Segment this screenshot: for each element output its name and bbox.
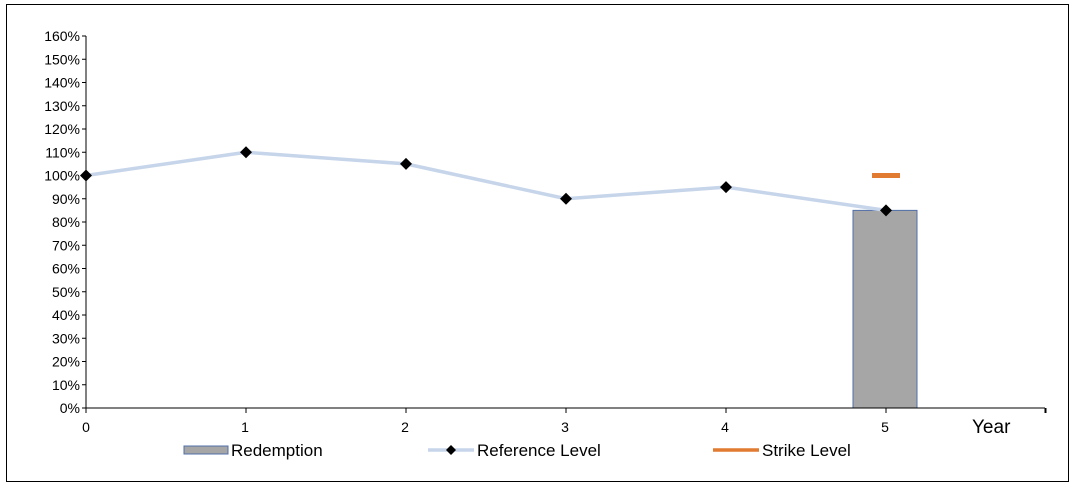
x-tick-label: 5 [881,419,889,435]
y-tick-label: 10% [52,377,80,393]
y-tick-label: 90% [52,191,80,207]
reference-level-point [400,157,412,170]
y-tick-label: 30% [52,330,80,346]
x-tick-label: 0 [82,419,90,435]
y-tick-label: 20% [52,354,80,370]
reference-level-point [240,146,252,159]
y-tick-label: 50% [52,284,80,300]
y-axis-ticks: 0% 10% 20% 30% 40% 50% 60% 70% 80% 90% 100% 110% 120… [44,28,86,416]
y-tick-label: 40% [52,307,80,323]
legend-reference-marker [446,445,456,455]
legend-strike-label: Strike Level [762,441,851,460]
x-axis-ticks: 0 1 2 3 4 5 [82,408,1047,435]
y-tick-label: 120% [44,121,80,137]
axes [85,36,1045,409]
y-tick-label: 60% [52,261,80,277]
x-tick-label: 4 [721,419,729,435]
x-tick-label: 1 [241,419,249,435]
y-tick-label: 110% [45,144,80,160]
legend-reference-label: Reference Level [477,441,601,460]
legend-redemption-label: Redemption [231,441,323,460]
x-tick-label: 2 [401,419,409,435]
reference-level-point [560,192,572,205]
reference-level-point [720,181,732,194]
y-tick-label: 140% [44,75,80,91]
y-tick-label: 80% [52,214,80,230]
y-tick-label: 0% [60,400,80,416]
strike-level-marker [872,173,900,178]
reference-level-point [880,204,892,217]
lines [85,150,887,213]
y-tick-label: 100% [44,168,80,184]
redemption-bar [852,209,918,409]
y-tick-label: 70% [52,237,80,253]
y-tick-label: 130% [44,98,80,114]
legend-redemption-swatch [183,445,229,455]
reference-level-line [85,150,887,213]
bars [852,209,918,409]
y-tick-label: 150% [44,51,80,67]
legend: Redemption Reference Level Strike Level [183,441,851,460]
x-axis-label: Year [972,417,1011,438]
x-tick-label: 3 [561,419,569,435]
y-tick-label: 160% [44,28,80,44]
